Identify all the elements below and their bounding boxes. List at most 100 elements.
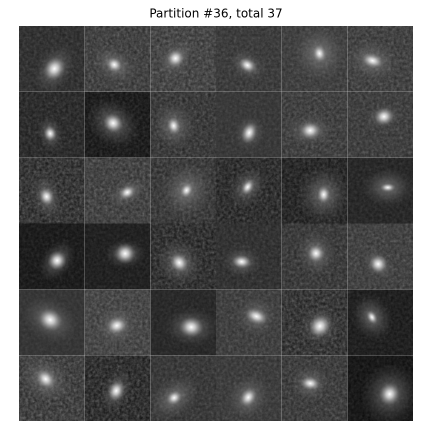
galaxy-core bbox=[374, 107, 394, 126]
galaxy-core bbox=[361, 53, 384, 69]
thumbnail bbox=[216, 91, 282, 158]
thumbnail-content bbox=[84, 355, 151, 421]
galaxy-core bbox=[179, 316, 204, 338]
thumbnail-content bbox=[216, 289, 282, 356]
thumbnail-content bbox=[216, 157, 282, 224]
galaxy-core bbox=[241, 122, 258, 144]
thumbnail-content bbox=[281, 223, 348, 290]
galaxy-core bbox=[170, 253, 189, 273]
galaxy-core bbox=[238, 57, 257, 73]
thumbnail-content bbox=[84, 26, 151, 92]
galaxy-core bbox=[106, 316, 128, 335]
galaxy-core bbox=[380, 183, 396, 192]
thumbnail-content bbox=[84, 289, 151, 356]
thumbnail bbox=[84, 26, 151, 92]
image-grid bbox=[19, 26, 414, 421]
galaxy-core bbox=[166, 390, 182, 406]
title: Partition #36, total 37 bbox=[149, 7, 282, 21]
galaxy-core bbox=[167, 117, 181, 135]
galaxy-core bbox=[103, 113, 124, 133]
galaxy-core bbox=[180, 182, 194, 198]
galaxy-core bbox=[239, 387, 257, 407]
thumbnail-content bbox=[281, 157, 348, 224]
thumbnail-content bbox=[347, 289, 413, 356]
thumbnail bbox=[84, 223, 151, 290]
thumbnail bbox=[150, 355, 216, 421]
thumbnail bbox=[216, 223, 282, 290]
thumbnail-content bbox=[150, 355, 216, 421]
thumbnail bbox=[347, 26, 413, 92]
thumbnail-content bbox=[19, 223, 85, 290]
thumbnail bbox=[150, 91, 216, 158]
thumbnail-content bbox=[281, 26, 348, 92]
thumbnail-content bbox=[84, 91, 151, 158]
thumbnail bbox=[84, 157, 151, 224]
thumbnail-content bbox=[19, 91, 85, 158]
galaxy-core bbox=[307, 244, 325, 263]
thumbnail-content bbox=[216, 91, 282, 158]
thumbnail-content bbox=[216, 355, 282, 421]
thumbnail-content bbox=[19, 26, 85, 92]
galaxy-core bbox=[37, 308, 63, 332]
galaxy-core bbox=[379, 382, 401, 406]
thumbnail-content bbox=[347, 223, 413, 290]
thumbnail bbox=[216, 289, 282, 356]
thumbnail-content bbox=[216, 26, 282, 92]
thumbnail bbox=[281, 355, 348, 421]
thumbnail bbox=[347, 157, 414, 224]
thumbnail-content bbox=[150, 91, 216, 158]
galaxy-core bbox=[317, 185, 331, 204]
thumbnail bbox=[19, 157, 85, 224]
thumbnail bbox=[19, 355, 85, 421]
thumbnail-content bbox=[347, 26, 413, 92]
thumbnail bbox=[347, 91, 413, 158]
thumbnail bbox=[19, 91, 85, 158]
thumbnail bbox=[347, 289, 413, 356]
galaxy-core bbox=[312, 44, 327, 63]
thumbnail bbox=[281, 91, 348, 158]
thumbnail bbox=[84, 355, 151, 421]
thumbnail bbox=[216, 26, 282, 92]
thumbnail-content bbox=[84, 223, 151, 290]
thumbnail bbox=[281, 157, 348, 224]
galaxy-core bbox=[300, 376, 321, 391]
thumbnail bbox=[216, 157, 282, 224]
thumbnail bbox=[19, 289, 85, 356]
thumbnail-content bbox=[150, 289, 216, 356]
thumbnail-content bbox=[347, 157, 414, 224]
galaxy-core bbox=[106, 57, 123, 73]
galaxy-core bbox=[166, 49, 185, 68]
galaxy-core bbox=[366, 310, 378, 325]
galaxy-core bbox=[43, 56, 66, 81]
galaxy-core bbox=[299, 121, 321, 140]
galaxy-core bbox=[308, 314, 331, 338]
thumbnail bbox=[84, 289, 151, 356]
galaxy-core bbox=[231, 255, 252, 269]
galaxy-core bbox=[107, 380, 125, 402]
thumbnail bbox=[281, 26, 348, 92]
galaxy-core bbox=[114, 243, 136, 264]
thumbnail bbox=[216, 355, 282, 421]
thumbnail bbox=[150, 223, 216, 290]
thumbnail-content bbox=[347, 355, 414, 421]
thumbnail-content bbox=[19, 157, 85, 224]
thumbnail-content bbox=[150, 26, 216, 92]
thumbnail bbox=[281, 289, 348, 356]
thumbnail-content bbox=[216, 223, 282, 290]
thumbnail-content bbox=[281, 289, 348, 356]
galaxy-core bbox=[245, 308, 268, 325]
thumbnail bbox=[281, 223, 348, 290]
thumbnail-content bbox=[150, 157, 216, 224]
galaxy-core bbox=[43, 125, 57, 142]
thumbnail-content bbox=[150, 223, 216, 290]
thumbnail-content bbox=[19, 289, 85, 356]
thumbnail bbox=[150, 26, 216, 92]
thumbnail bbox=[84, 91, 151, 158]
galaxy-core bbox=[35, 369, 56, 389]
thumbnail bbox=[347, 223, 413, 290]
galaxy-core bbox=[368, 254, 388, 274]
thumbnail bbox=[19, 223, 85, 290]
thumbnail-content bbox=[19, 355, 85, 421]
